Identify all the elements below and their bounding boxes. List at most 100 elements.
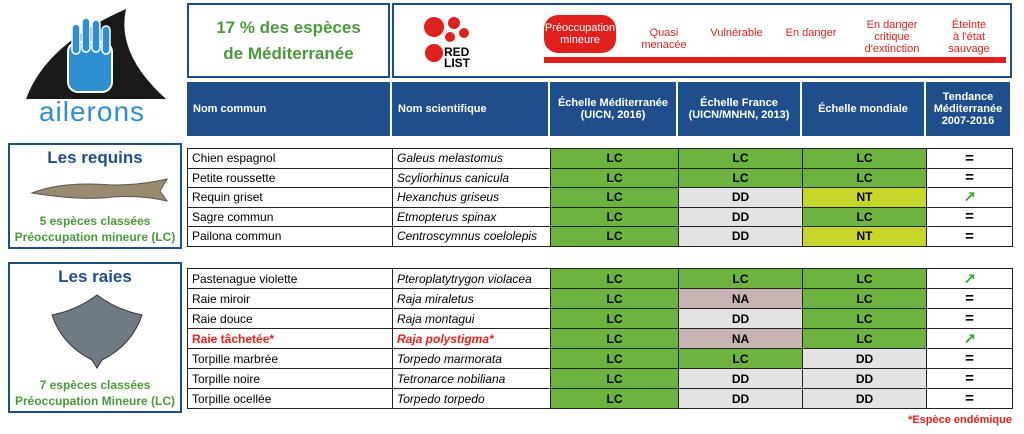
status-cell: NT bbox=[802, 187, 927, 208]
group-panel: Les requins 5 espèces classées Préoccupati… bbox=[8, 143, 182, 249]
redlist-text: RED LIST bbox=[444, 45, 470, 70]
status-cell: NA bbox=[678, 328, 803, 349]
name-cell: Petite roussette bbox=[187, 167, 393, 188]
status-cell: DD bbox=[802, 368, 927, 389]
name-cell: Torpedo marmorata bbox=[392, 348, 551, 369]
status-cell: LC bbox=[550, 288, 679, 309]
name-cell: Requin griset bbox=[187, 187, 393, 208]
status-cell: LC bbox=[802, 206, 927, 227]
name-cell: Raie tâchetée* bbox=[187, 328, 393, 349]
status-cell: DD bbox=[678, 187, 803, 208]
redlist-category: Quasi menacée bbox=[641, 27, 687, 51]
redlist-icon bbox=[424, 17, 469, 62]
logo-text: ailerons bbox=[38, 96, 146, 127]
ray-image bbox=[51, 294, 143, 369]
trend-cell: = bbox=[926, 148, 1013, 169]
redlist-category: Vulnérable bbox=[710, 27, 763, 39]
logo: ailerons bbox=[6, 4, 178, 132]
name-cell: Torpille noire bbox=[187, 368, 393, 389]
status-cell: LC bbox=[802, 328, 927, 349]
banner: 17 % des espèces de Méditerranée bbox=[187, 3, 390, 78]
name-cell: Raja miraletus bbox=[392, 288, 551, 309]
status-cell: LC bbox=[802, 167, 927, 188]
status-cell: LC bbox=[550, 388, 679, 409]
redlist-category: Éteinte à l'état sauvage bbox=[948, 19, 990, 55]
column-header: Échelle Méditerranée (UICN, 2016) bbox=[550, 82, 678, 136]
status-cell: LC bbox=[550, 268, 679, 289]
footnote: *Espèce endémique bbox=[908, 414, 1012, 426]
column-header: Échelle France (UICN/MNHN, 2013) bbox=[678, 82, 802, 136]
trend-cell: = bbox=[926, 226, 1013, 247]
redlist-panel: RED LIST Préoccupation mineure Quasi mena… bbox=[392, 3, 1012, 78]
column-header: Nom scientifique bbox=[392, 82, 550, 136]
status-cell: LC bbox=[550, 348, 679, 369]
name-cell: Raie miroir bbox=[187, 288, 393, 309]
group-panel: Les raies 7 espèces classées Préoccupation… bbox=[8, 262, 182, 413]
name-cell: Raja montagui bbox=[392, 308, 551, 329]
group-count: 7 espèces classées bbox=[39, 378, 151, 392]
group-title: Les requins bbox=[47, 148, 143, 167]
trend-cell: = bbox=[926, 308, 1013, 329]
status-cell: DD bbox=[678, 388, 803, 409]
group-count: 5 espèces classées bbox=[39, 214, 151, 228]
name-cell: Torpedo torpedo bbox=[392, 388, 551, 409]
status-cell: DD bbox=[678, 226, 803, 247]
redlist-band bbox=[544, 57, 1006, 63]
name-cell: Galeus melastomus bbox=[392, 148, 551, 169]
name-cell: Hexanchus griseus bbox=[392, 187, 551, 208]
status-cell: LC bbox=[550, 187, 679, 208]
status-cell: LC bbox=[550, 308, 679, 329]
status-cell: LC bbox=[678, 268, 803, 289]
trend-cell: = bbox=[926, 368, 1013, 389]
redlist-category: En danger bbox=[785, 27, 837, 39]
status-cell: LC bbox=[550, 226, 679, 247]
status-cell: LC bbox=[678, 148, 803, 169]
trend-cell: = bbox=[926, 288, 1013, 309]
name-cell: Pailona commun bbox=[187, 226, 393, 247]
name-cell: Torpille marbrée bbox=[187, 348, 393, 369]
status-cell: LC bbox=[550, 167, 679, 188]
name-cell: Tetronarce nobiliana bbox=[392, 368, 551, 389]
status-cell: DD bbox=[678, 308, 803, 329]
redlist-category: En danger critique d'extinction bbox=[864, 19, 920, 55]
status-cell: LC bbox=[802, 268, 927, 289]
name-cell: Torpille ocellée bbox=[187, 388, 393, 409]
column-header: Échelle mondiale bbox=[802, 82, 926, 136]
name-cell: Sagre commun bbox=[187, 206, 393, 227]
trend-cell: ↗ bbox=[926, 328, 1013, 349]
trend-cell: = bbox=[926, 388, 1013, 409]
status-cell: LC bbox=[678, 348, 803, 369]
logo-art bbox=[26, 9, 166, 99]
status-cell: NA bbox=[678, 288, 803, 309]
trend-cell: ↗ bbox=[926, 268, 1013, 289]
group-title: Les raies bbox=[58, 267, 132, 286]
status-cell: DD bbox=[802, 348, 927, 369]
name-cell: Pastenague violette bbox=[187, 268, 393, 289]
status-cell: LC bbox=[550, 148, 679, 169]
status-cell: LC bbox=[802, 288, 927, 309]
name-cell: Scyliorhinus canicula bbox=[392, 167, 551, 188]
trend-cell: = bbox=[926, 167, 1013, 188]
status-cell: LC bbox=[802, 308, 927, 329]
trend-cell: ↗ bbox=[926, 187, 1013, 208]
name-cell: Centroscymnus coelolepis bbox=[392, 226, 551, 247]
status-cell: LC bbox=[802, 148, 927, 169]
column-header: Nom commun bbox=[187, 82, 392, 136]
status-cell: LC bbox=[550, 328, 679, 349]
status-cell: LC bbox=[550, 206, 679, 227]
name-cell: Pteroplatytrygon violacea bbox=[392, 268, 551, 289]
name-cell: Raja polystigma* bbox=[392, 328, 551, 349]
shark-image bbox=[30, 178, 169, 202]
name-cell: Raie douce bbox=[187, 308, 393, 329]
banner-line: 17 % des espèces bbox=[216, 18, 361, 37]
group-status: Préoccupation mineure (LC) bbox=[14, 230, 176, 244]
status-cell: NT bbox=[802, 226, 927, 247]
status-cell: DD bbox=[802, 388, 927, 409]
redlist-category: Préoccupation mineure bbox=[544, 15, 616, 53]
status-cell: DD bbox=[678, 206, 803, 227]
name-cell: Chien espagnol bbox=[187, 148, 393, 169]
banner-line: de Méditerranée bbox=[223, 44, 354, 63]
group-status: Préoccupation Mineure (LC) bbox=[14, 394, 175, 408]
trend-cell: = bbox=[926, 348, 1013, 369]
